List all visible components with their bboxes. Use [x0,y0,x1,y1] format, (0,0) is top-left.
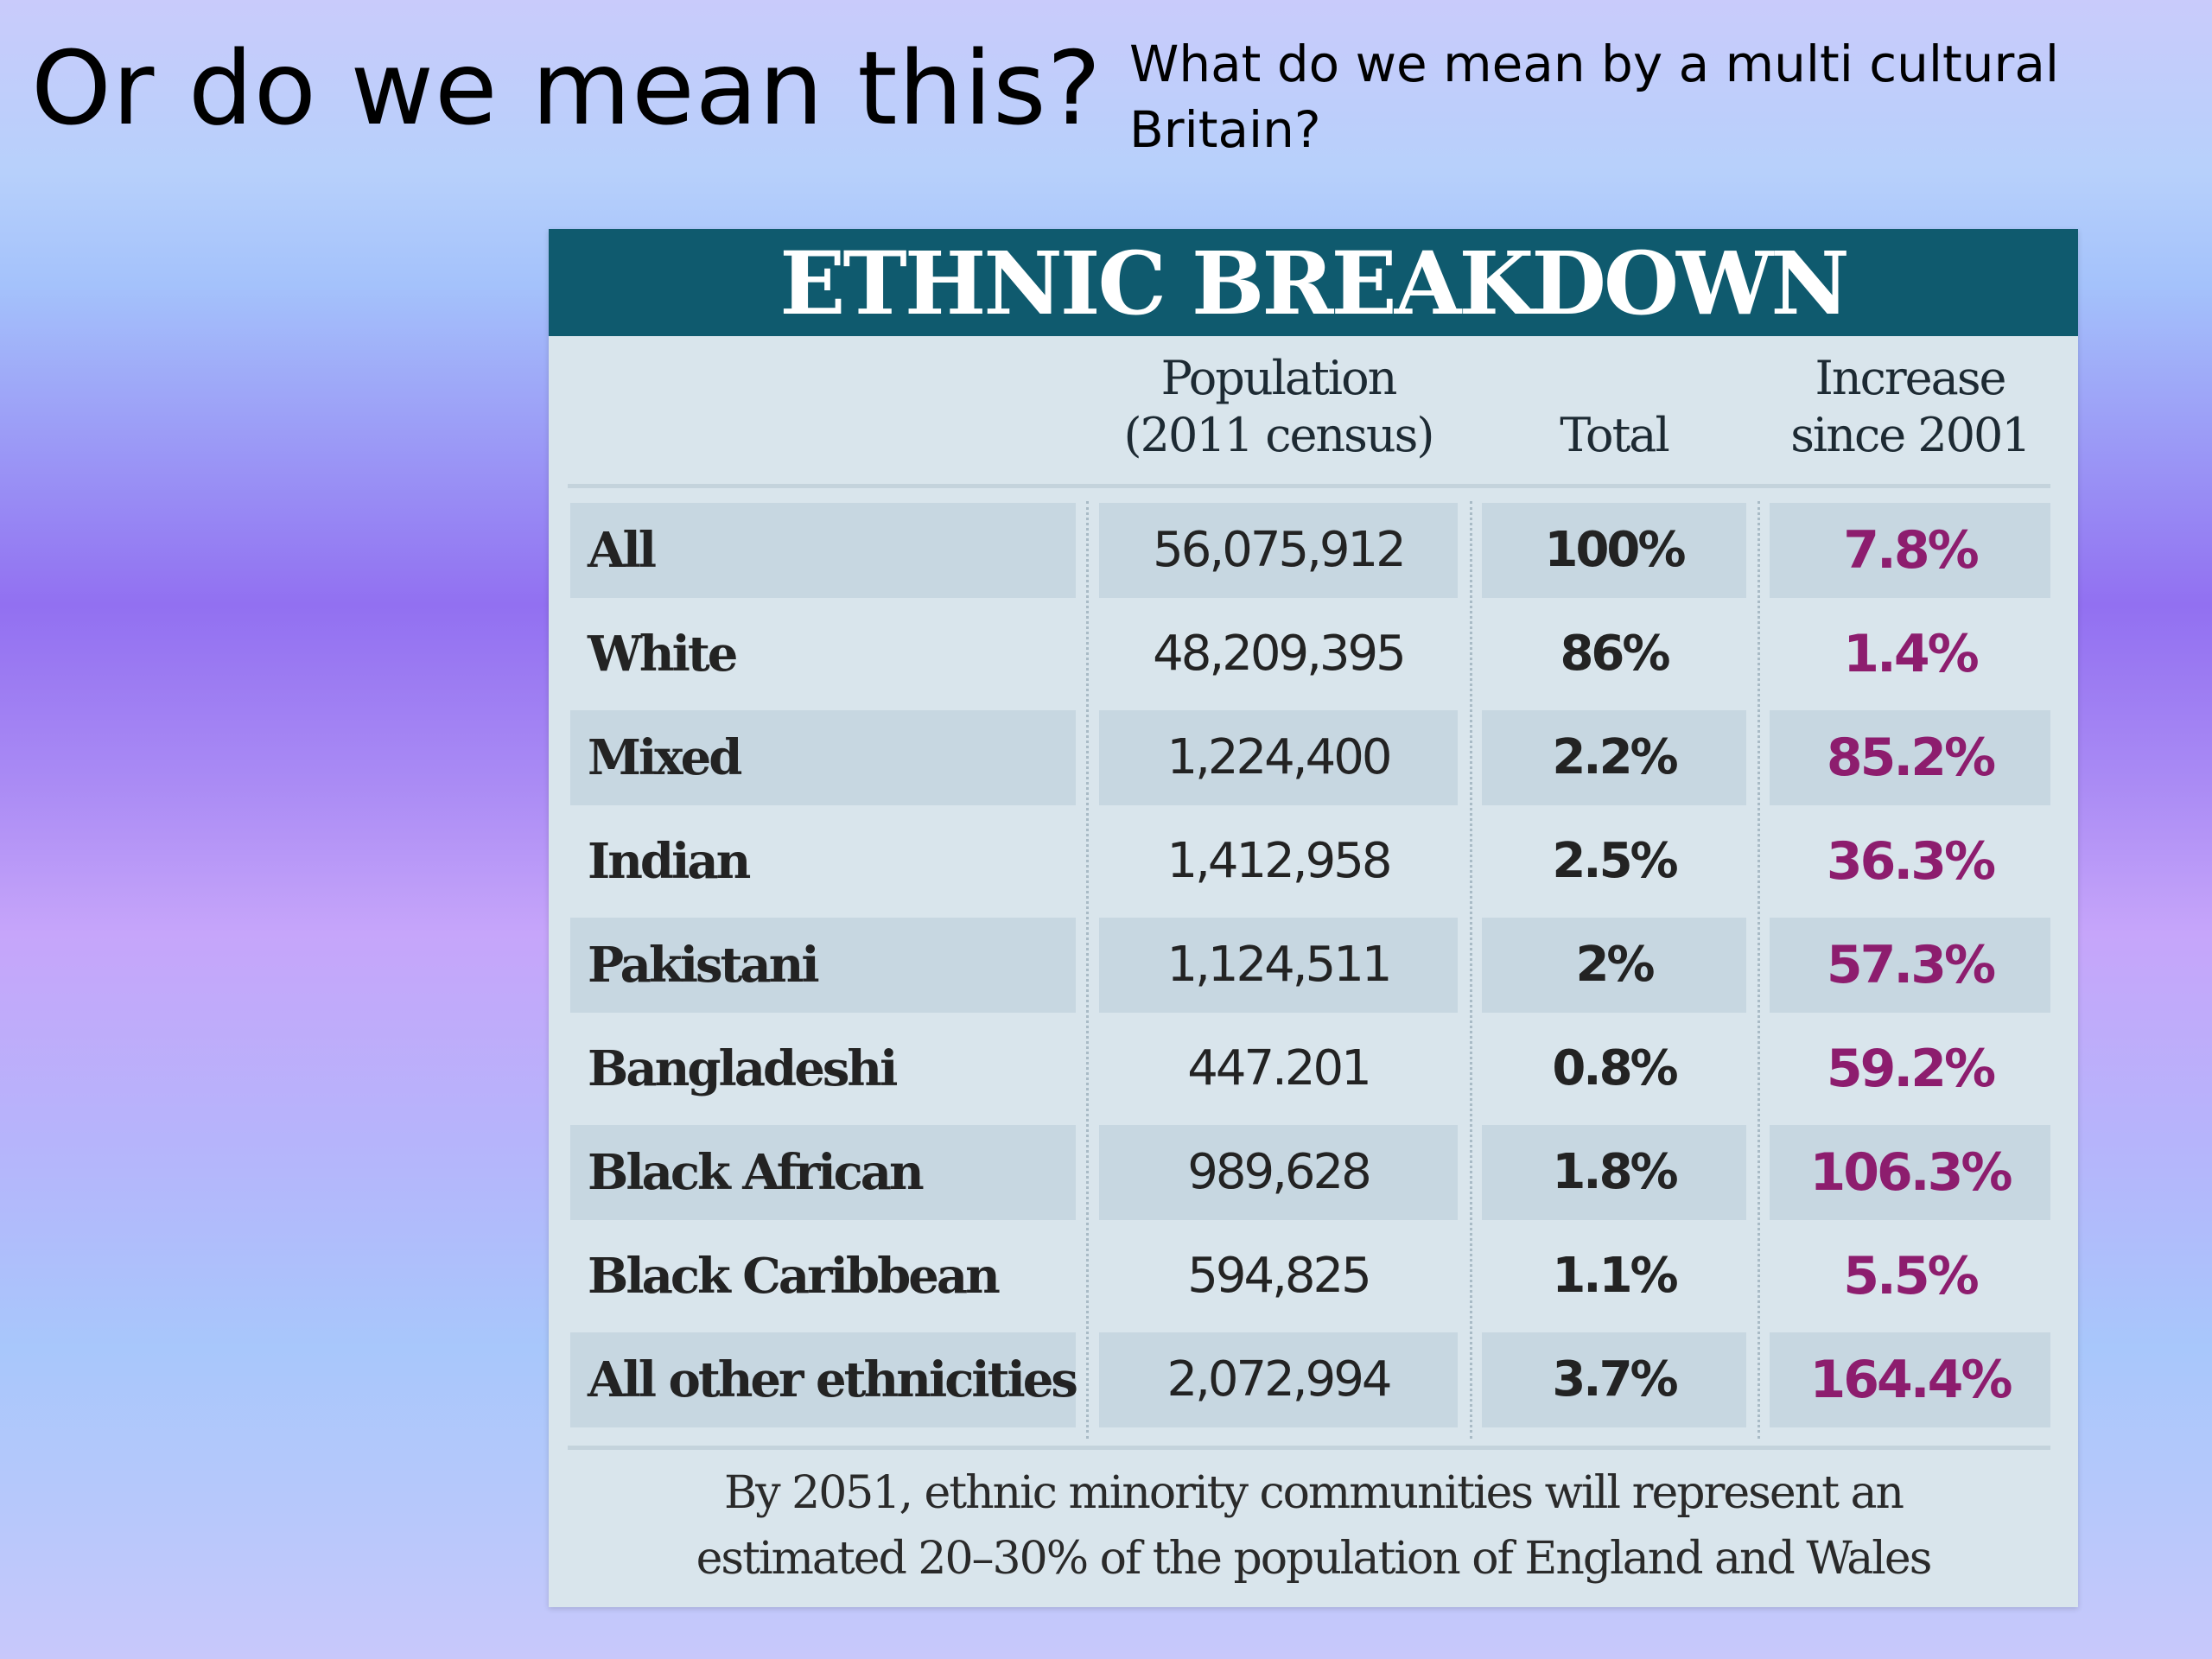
column-divider [1086,501,1089,1439]
row-name: Black Caribbean [588,1248,1001,1305]
row-total: 1.8% [1482,1125,1746,1220]
row-name: Mixed [570,710,1076,805]
row-name: Indian [588,833,751,890]
row-increase: 7.8% [1770,503,2050,598]
row-increase: 1.4% [1843,624,1979,684]
column-header-increase-line2: since 2001 [1790,408,2031,462]
row-name: Pakistani [570,918,1076,1013]
row-increase: 5.5% [1843,1246,1979,1306]
column-header-population-line2: (2011 census) [1123,408,1435,462]
row-population: 1,124,511 [1099,918,1458,1013]
column-header-population: Population (2011 census) [1099,350,1458,464]
row-name: White [588,626,738,683]
row-population: 989,628 [1099,1125,1458,1220]
row-total: 2.2% [1482,710,1746,805]
table-title: ETHNIC BREAKDOWN [549,229,2078,336]
row-population: 447.201 [1187,1040,1372,1096]
header-divider [568,484,2050,488]
table-body: All 56,075,912 100% 7.8% White 48,209,39… [549,503,2078,1436]
column-divider [1470,501,1472,1439]
row-increase: 164.4% [1770,1332,2050,1427]
slide-title: Or do we mean this? [31,29,1103,148]
row-population: 2,072,994 [1099,1332,1458,1427]
column-divider [1758,501,1760,1439]
row-total: 100% [1482,503,1746,598]
row-total: 86% [1560,626,1670,682]
row-population: 1,224,400 [1099,710,1458,805]
column-header-increase-line1: Increase [1815,351,2007,405]
row-name: Bangladeshi [588,1040,898,1097]
row-increase: 59.2% [1826,1039,1996,1099]
row-increase: 85.2% [1770,710,2050,805]
ethnic-breakdown-table: ETHNIC BREAKDOWN Population (2011 census… [549,229,2078,1607]
row-total: 0.8% [1552,1040,1678,1096]
column-header-population-line1: Population [1160,351,1398,405]
table-row: Indian 1,412,958 2.5% 36.3% [549,814,2078,918]
table-row: Mixed 1,224,400 2.2% 85.2% [549,710,2078,814]
table-row: Pakistani 1,124,511 2% 57.3% [549,918,2078,1021]
column-header-increase: Increase since 2001 [1770,350,2050,464]
row-population: 594,825 [1187,1248,1372,1304]
column-header-total: Total [1560,408,1670,462]
row-population: 56,075,912 [1099,503,1458,598]
row-name: All other ethnicities [570,1332,1078,1427]
row-total: 2.5% [1552,833,1678,889]
table-row: White 48,209,395 86% 1.4% [549,607,2078,710]
row-increase: 106.3% [1770,1125,2050,1220]
row-total: 1.1% [1552,1248,1678,1304]
footer-divider [568,1446,2050,1450]
row-total: 3.7% [1482,1332,1746,1427]
table-row: Black African 989,628 1.8% 106.3% [549,1125,2078,1229]
row-population: 48,209,395 [1153,626,1407,682]
row-total: 2% [1482,918,1746,1013]
table-footnote: By 2051, ethnic minority communities wil… [583,1460,2044,1592]
row-increase: 57.3% [1770,918,2050,1013]
table-row: All other ethnicities 2,072,994 3.7% 164… [549,1332,2078,1436]
slide-subtitle: What do we mean by a multi cultural Brit… [1129,35,2060,159]
table-row: Bangladeshi 447.201 0.8% 59.2% [549,1021,2078,1125]
row-name: Black African [570,1125,1076,1220]
footnote-line1: By 2051, ethnic minority communities wil… [724,1467,1904,1519]
table-row: Black Caribbean 594,825 1.1% 5.5% [549,1229,2078,1332]
table-row: All 56,075,912 100% 7.8% [549,503,2078,607]
footnote-line2: estimated 20–30% of the population of En… [696,1533,1933,1585]
row-population: 1,412,958 [1166,833,1392,889]
row-name: All [570,503,1076,598]
row-increase: 36.3% [1826,831,1996,892]
